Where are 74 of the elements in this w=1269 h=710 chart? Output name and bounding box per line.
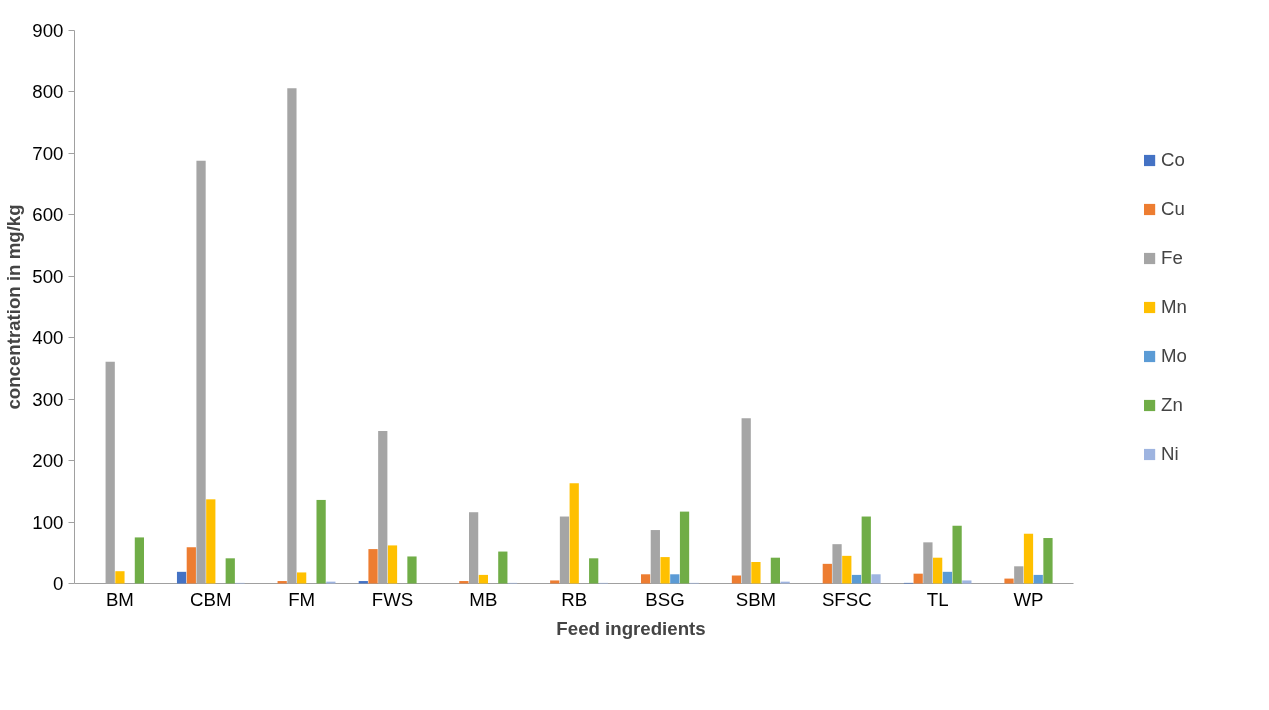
bar — [822, 563, 832, 584]
x-tick-label: BM — [105, 588, 134, 610]
bar — [277, 581, 287, 584]
bar — [861, 516, 871, 584]
bar — [832, 544, 842, 584]
x-tick-label: RB — [561, 588, 588, 610]
y-tick-label: 200 — [32, 450, 64, 472]
bar — [186, 547, 196, 584]
y-tick-label: 0 — [53, 573, 64, 594]
bar — [407, 556, 417, 584]
x-tick-label: CBM — [190, 588, 232, 610]
bar — [225, 558, 235, 584]
bar — [459, 581, 469, 584]
bar — [1023, 533, 1034, 584]
legend-label: Fe — [1161, 246, 1183, 269]
x-tick-label: FWS — [371, 588, 414, 610]
bar — [368, 549, 378, 584]
bar — [640, 574, 651, 584]
bar — [196, 160, 206, 584]
bar — [287, 88, 297, 584]
bar — [842, 555, 852, 584]
x-tick-label: MB — [469, 588, 498, 610]
bar — [134, 537, 145, 584]
bar — [1043, 538, 1053, 584]
bar — [670, 574, 680, 584]
y-tick-label: 900 — [32, 20, 64, 41]
bar — [660, 557, 670, 584]
bar — [952, 525, 962, 584]
y-tick-label: 300 — [32, 388, 64, 410]
bar — [498, 551, 508, 584]
bar — [871, 574, 881, 584]
bar — [206, 499, 216, 584]
y-tick-label: 700 — [32, 142, 64, 164]
bar — [550, 580, 560, 584]
y-tick-label: 600 — [32, 204, 64, 226]
bar — [923, 542, 933, 584]
x-tick-label: WP — [1013, 588, 1044, 610]
bar — [115, 571, 125, 584]
bar — [962, 580, 972, 584]
bar — [770, 557, 781, 584]
y-tick-label: 100 — [32, 511, 64, 533]
bar — [569, 483, 579, 584]
bar — [176, 571, 187, 584]
x-tick-label: BSG — [645, 588, 685, 610]
x-tick-label: TL — [926, 588, 949, 610]
x-axis-title: Feed ingredients — [556, 617, 706, 639]
bar — [478, 574, 488, 584]
legend-label: Ni — [1161, 442, 1180, 465]
bar — [851, 574, 862, 584]
x-tick-label: SBM — [735, 588, 777, 610]
legend-label: Mn — [1161, 295, 1187, 318]
legend-label: Cu — [1161, 197, 1185, 220]
bar — [913, 573, 923, 584]
bar — [679, 511, 690, 584]
y-tick-label: 500 — [32, 265, 64, 287]
y-tick-label: 400 — [32, 327, 64, 349]
bar — [1004, 578, 1014, 584]
y-tick-label: 800 — [32, 81, 64, 103]
bar — [589, 558, 599, 584]
x-tick-label: SFSC — [821, 588, 872, 610]
legend-label: Mo — [1161, 344, 1187, 367]
bar — [387, 545, 398, 584]
y-axis-title: concentration in mg/kg — [3, 204, 25, 410]
bar — [1033, 574, 1043, 584]
x-tick-label: FM — [288, 588, 316, 610]
bar — [358, 581, 368, 584]
bar — [942, 571, 952, 584]
bar — [751, 561, 761, 584]
legend-label: Zn — [1161, 393, 1183, 416]
bar — [933, 557, 943, 584]
legend-label: Co — [1161, 148, 1185, 171]
bar — [297, 572, 307, 584]
bar — [731, 575, 742, 584]
bar — [316, 499, 326, 584]
